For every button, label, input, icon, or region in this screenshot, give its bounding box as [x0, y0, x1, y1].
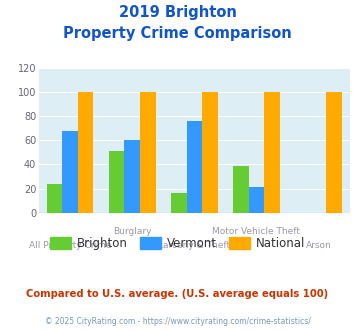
Text: Arson: Arson	[306, 241, 332, 249]
Text: Larceny & Theft: Larceny & Theft	[158, 241, 230, 249]
Text: Motor Vehicle Theft: Motor Vehicle Theft	[213, 227, 300, 236]
Bar	[249, 187, 264, 213]
Bar	[202, 92, 218, 213]
Bar	[47, 184, 62, 213]
Bar	[171, 193, 187, 213]
Text: © 2025 CityRating.com - https://www.cityrating.com/crime-statistics/: © 2025 CityRating.com - https://www.city…	[45, 317, 310, 326]
Bar	[264, 92, 280, 213]
Bar	[187, 121, 202, 213]
Bar	[125, 140, 140, 213]
Legend: Brighton, Vermont, National: Brighton, Vermont, National	[45, 232, 310, 255]
Text: Compared to U.S. average. (U.S. average equals 100): Compared to U.S. average. (U.S. average …	[26, 289, 329, 299]
Text: All Property Crime: All Property Crime	[29, 241, 111, 249]
Bar	[109, 151, 125, 213]
Bar	[140, 92, 155, 213]
Bar	[62, 131, 78, 213]
Text: Property Crime Comparison: Property Crime Comparison	[63, 26, 292, 41]
Text: 2019 Brighton: 2019 Brighton	[119, 5, 236, 20]
Bar	[326, 92, 342, 213]
Bar	[233, 166, 249, 213]
Bar	[78, 92, 93, 213]
Text: Burglary: Burglary	[113, 227, 152, 236]
